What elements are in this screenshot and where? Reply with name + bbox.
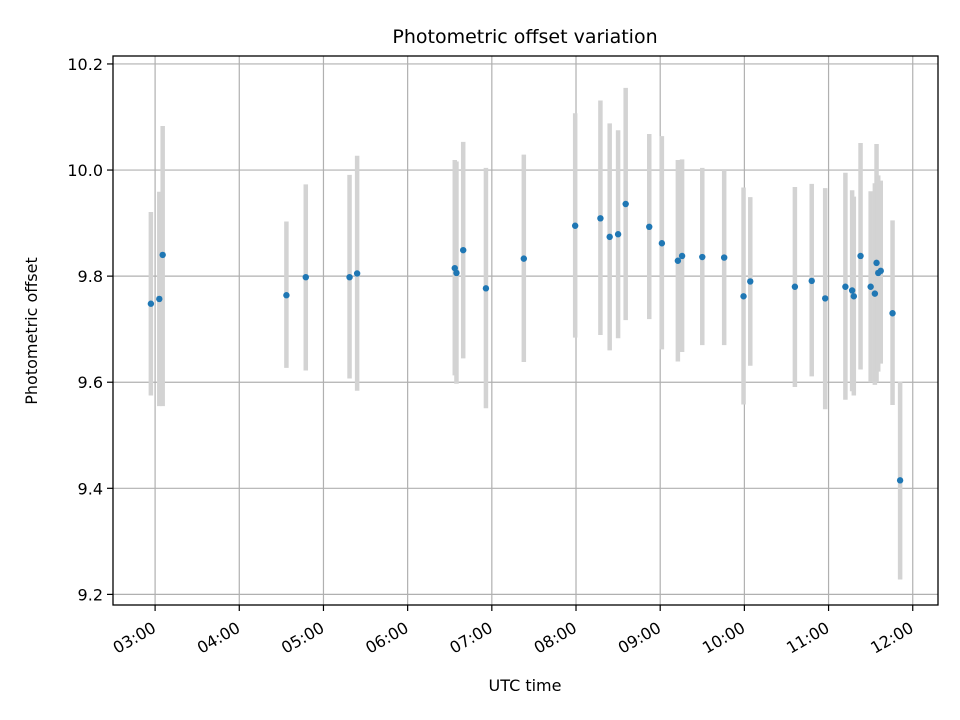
data-point	[674, 257, 682, 264]
data-point	[791, 283, 799, 290]
data-point	[658, 240, 666, 247]
data-point	[571, 222, 579, 229]
data-point	[646, 223, 653, 230]
y-tick-label: 9.8	[78, 267, 103, 286]
data-point	[857, 252, 864, 260]
data-point	[821, 295, 829, 302]
data-point	[896, 477, 904, 484]
data-point	[867, 283, 874, 290]
data-point	[850, 293, 858, 300]
data-point	[808, 277, 815, 285]
data-point	[848, 287, 856, 294]
y-tick-label: 10.2	[67, 55, 103, 74]
data-point	[159, 251, 166, 259]
data-point	[740, 293, 747, 300]
y-tick-label: 9.2	[78, 585, 103, 604]
data-point	[747, 278, 754, 285]
data-point	[877, 267, 884, 275]
data-point	[482, 285, 490, 292]
chart-title: Photometric offset variation	[392, 26, 657, 48]
data-point	[520, 255, 528, 262]
data-point	[720, 254, 728, 261]
data-point	[453, 269, 460, 277]
data-point	[622, 200, 629, 208]
data-point	[889, 310, 896, 317]
y-tick-label: 9.6	[78, 373, 103, 392]
data-point	[873, 259, 880, 267]
x-axis-title: UTC time	[489, 676, 562, 695]
data-points	[147, 200, 904, 484]
y-tick-label: 10.0	[67, 161, 103, 180]
plot-frame	[112, 55, 939, 606]
data-point	[156, 295, 163, 303]
y-axis-title: Photometric offset	[22, 257, 41, 405]
data-point	[353, 270, 361, 277]
data-point	[842, 283, 849, 290]
data-point	[302, 273, 309, 281]
data-point	[606, 233, 613, 241]
data-point	[871, 290, 879, 297]
y-tick-label: 9.4	[78, 479, 103, 498]
data-point	[147, 300, 155, 307]
data-point	[614, 231, 622, 238]
data-point	[283, 292, 290, 299]
data-point	[597, 215, 604, 222]
data-point	[678, 252, 686, 260]
data-point	[460, 246, 467, 254]
data-point	[699, 253, 706, 261]
y-axis: 9.2 9.4 9.6 9.8 10.0 10.2	[67, 55, 113, 604]
data-point	[346, 273, 353, 281]
